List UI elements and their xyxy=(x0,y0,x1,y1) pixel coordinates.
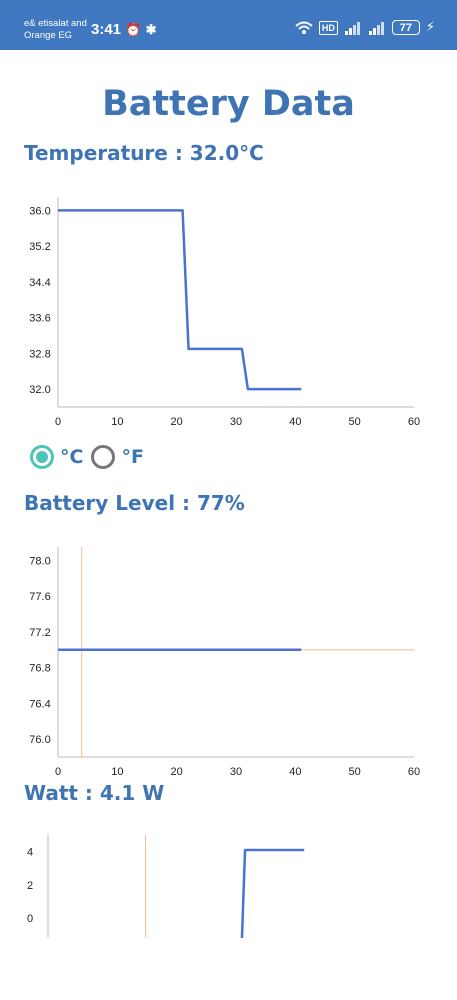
x-tick-label: 10 xyxy=(111,766,123,778)
y-tick-label: 0 xyxy=(27,913,33,925)
carrier-line-1: e& etisalat and xyxy=(24,18,87,29)
series-line xyxy=(58,209,302,391)
y-tick-label: 35.2 xyxy=(29,241,50,253)
signal-icon xyxy=(344,21,360,35)
charging-icon: ⚡ xyxy=(425,20,435,35)
y-tick-label: 34.4 xyxy=(29,277,50,289)
x-tick-label: 20 xyxy=(171,416,183,428)
carrier-name: e& etisalat and Orange EG xyxy=(24,18,87,42)
x-tick-label: 20 xyxy=(171,766,183,778)
x-tick-label: 40 xyxy=(289,766,301,778)
unit-toggle: °C °F xyxy=(30,445,152,469)
battery-level-chart: 76.0 76.4 76.8 77.2 77.6 78.0 0 10 20 30 40 50 60 xyxy=(29,547,420,778)
temperature-chart: 32.0 32.8 33.6 34.4 35.2 36.0 0 10 20 30 40 50 60 xyxy=(29,197,420,428)
x-tick-label: 0 xyxy=(55,766,61,778)
x-tick-label: 60 xyxy=(408,416,420,428)
y-tick-label: 78.0 xyxy=(29,555,50,567)
alarm-icon: ⏰ xyxy=(125,22,142,37)
bluetooth-icon: ✱ xyxy=(145,22,157,37)
x-tick-label: 50 xyxy=(349,416,361,428)
x-tick-label: 0 xyxy=(55,416,61,428)
fahrenheit-label[interactable]: °F xyxy=(121,446,144,468)
watt-chart: 0 2 4 xyxy=(27,835,305,939)
carrier-line-2: Orange EG xyxy=(24,30,73,41)
temperature-label: Temperature : 32.0°C xyxy=(24,141,264,165)
status-bar: e& etisalat and Orange EG 3:41 ⏰ ✱ HD 77 xyxy=(0,0,457,50)
wifi-icon xyxy=(295,21,313,34)
status-icons: HD 77 ⚡ xyxy=(295,20,435,35)
x-tick-label: 30 xyxy=(230,416,242,428)
y-tick-label: 36.0 xyxy=(29,205,50,217)
x-tick-label: 50 xyxy=(349,766,361,778)
celsius-label[interactable]: °C xyxy=(60,446,84,468)
celsius-radio[interactable] xyxy=(30,445,54,469)
y-tick-label: 77.6 xyxy=(29,591,50,603)
battery-icon: 77 xyxy=(391,20,420,35)
y-tick-label: 76.8 xyxy=(29,663,50,675)
x-tick-label: 10 xyxy=(111,416,123,428)
series-line xyxy=(240,848,305,939)
watt-label: Watt : 4.1 W xyxy=(24,781,165,805)
y-tick-label: 32.8 xyxy=(29,348,50,360)
y-tick-label: 4 xyxy=(27,847,33,859)
battery-percent: 77 xyxy=(399,21,412,34)
y-tick-label: 76.4 xyxy=(29,698,50,710)
battery-level-label: Battery Level : 77% xyxy=(24,491,245,515)
radio-dot xyxy=(36,451,48,463)
clock-time: 3:41 xyxy=(91,21,122,38)
y-tick-label: 32.0 xyxy=(29,384,50,396)
y-tick-label: 33.6 xyxy=(29,313,50,325)
hd-badge: HD xyxy=(318,20,338,35)
x-tick-label: 30 xyxy=(230,766,242,778)
y-tick-label: 76.0 xyxy=(29,734,50,746)
signal-icon xyxy=(368,21,384,35)
fahrenheit-radio[interactable] xyxy=(91,445,116,469)
y-tick-label: 77.2 xyxy=(29,627,50,639)
clock: 3:41 ⏰ ✱ xyxy=(91,21,156,38)
page-title: Battery Data xyxy=(102,84,355,124)
x-tick-label: 40 xyxy=(289,416,301,428)
x-tick-label: 60 xyxy=(408,766,420,778)
y-tick-label: 2 xyxy=(27,880,33,892)
